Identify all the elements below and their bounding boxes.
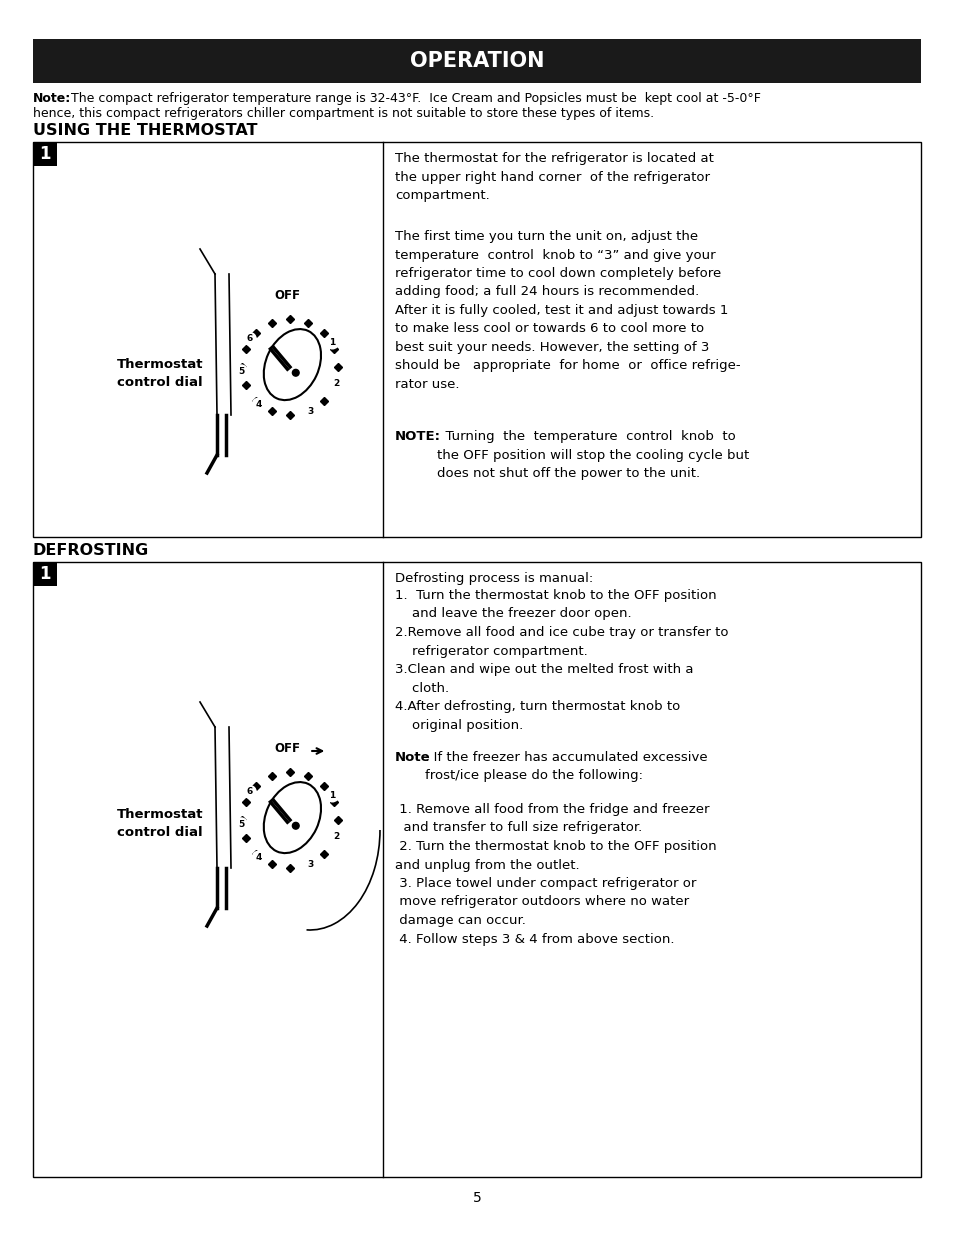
- Bar: [33, 142, 920, 537]
- Text: Note:: Note:: [33, 91, 71, 105]
- Text: The compact refrigerator temperature range is 32-43°F.  Ice Cream and Popsicles : The compact refrigerator temperature ran…: [67, 91, 760, 105]
- Circle shape: [329, 830, 343, 844]
- Text: Turning  the  temperature  control  knob  to
the OFF position will stop the cool: Turning the temperature control knob to …: [436, 430, 748, 480]
- Text: 5: 5: [238, 820, 244, 829]
- Circle shape: [246, 776, 334, 864]
- Circle shape: [292, 369, 299, 377]
- Text: 4: 4: [255, 853, 261, 862]
- Text: OFF: OFF: [274, 742, 300, 755]
- Text: 1.  Turn the thermostat knob to the OFF position
    and leave the freezer door : 1. Turn the thermostat knob to the OFF p…: [395, 589, 728, 731]
- Circle shape: [329, 377, 343, 390]
- Bar: [33, 562, 57, 585]
- Text: hence, this compact refrigerators chiller compartment is not suitable to store t: hence, this compact refrigerators chille…: [33, 107, 654, 120]
- Ellipse shape: [263, 782, 321, 853]
- Ellipse shape: [263, 329, 321, 400]
- Text: Defrosting process is manual:: Defrosting process is manual:: [395, 572, 593, 585]
- Circle shape: [252, 851, 265, 864]
- Circle shape: [243, 785, 256, 799]
- Text: The first time you turn the unit on, adjust the
temperature  control  knob to “3: The first time you turn the unit on, adj…: [395, 230, 740, 391]
- Circle shape: [292, 823, 299, 829]
- Text: Thermostat: Thermostat: [116, 809, 203, 821]
- Text: 1: 1: [39, 564, 51, 583]
- Text: 1: 1: [329, 338, 335, 347]
- Text: 5: 5: [472, 1191, 481, 1205]
- Text: 1: 1: [329, 790, 335, 800]
- Text: 2: 2: [333, 379, 339, 388]
- Circle shape: [325, 788, 339, 803]
- Text: 2: 2: [333, 832, 339, 841]
- Text: The thermostat for the refrigerator is located at
the upper right hand corner  o: The thermostat for the refrigerator is l…: [395, 152, 713, 203]
- Text: 5: 5: [238, 367, 244, 375]
- Circle shape: [303, 404, 317, 419]
- Circle shape: [233, 818, 248, 831]
- Text: DEFROSTING: DEFROSTING: [33, 543, 149, 558]
- Bar: [33, 562, 920, 1177]
- Text: USING THE THERMOSTAT: USING THE THERMOSTAT: [33, 124, 257, 138]
- Bar: [33, 40, 920, 83]
- Text: 1: 1: [39, 144, 51, 163]
- Circle shape: [233, 364, 248, 378]
- Text: NOTE:: NOTE:: [395, 430, 440, 443]
- Text: control dial: control dial: [117, 825, 203, 839]
- Text: 1. Remove all food from the fridge and freezer
  and transfer to full size refri: 1. Remove all food from the fridge and f…: [395, 803, 716, 946]
- Text: 4: 4: [255, 400, 261, 409]
- Circle shape: [246, 322, 334, 411]
- Circle shape: [325, 336, 339, 350]
- Text: control dial: control dial: [117, 375, 203, 389]
- Circle shape: [303, 857, 317, 872]
- Text: 6: 6: [247, 335, 253, 343]
- Text: 3: 3: [307, 860, 314, 869]
- Bar: [33, 142, 57, 165]
- Circle shape: [243, 332, 256, 346]
- Text: Note: Note: [395, 751, 430, 764]
- Text: Thermostat: Thermostat: [116, 358, 203, 372]
- Text: 3: 3: [307, 406, 314, 416]
- Text: : If the freezer has accumulated excessive
frost/ice please do the following:: : If the freezer has accumulated excessi…: [424, 751, 707, 783]
- Text: OPERATION: OPERATION: [410, 51, 543, 70]
- Circle shape: [252, 398, 265, 411]
- Text: 6: 6: [247, 788, 253, 797]
- Text: OFF: OFF: [274, 289, 300, 303]
